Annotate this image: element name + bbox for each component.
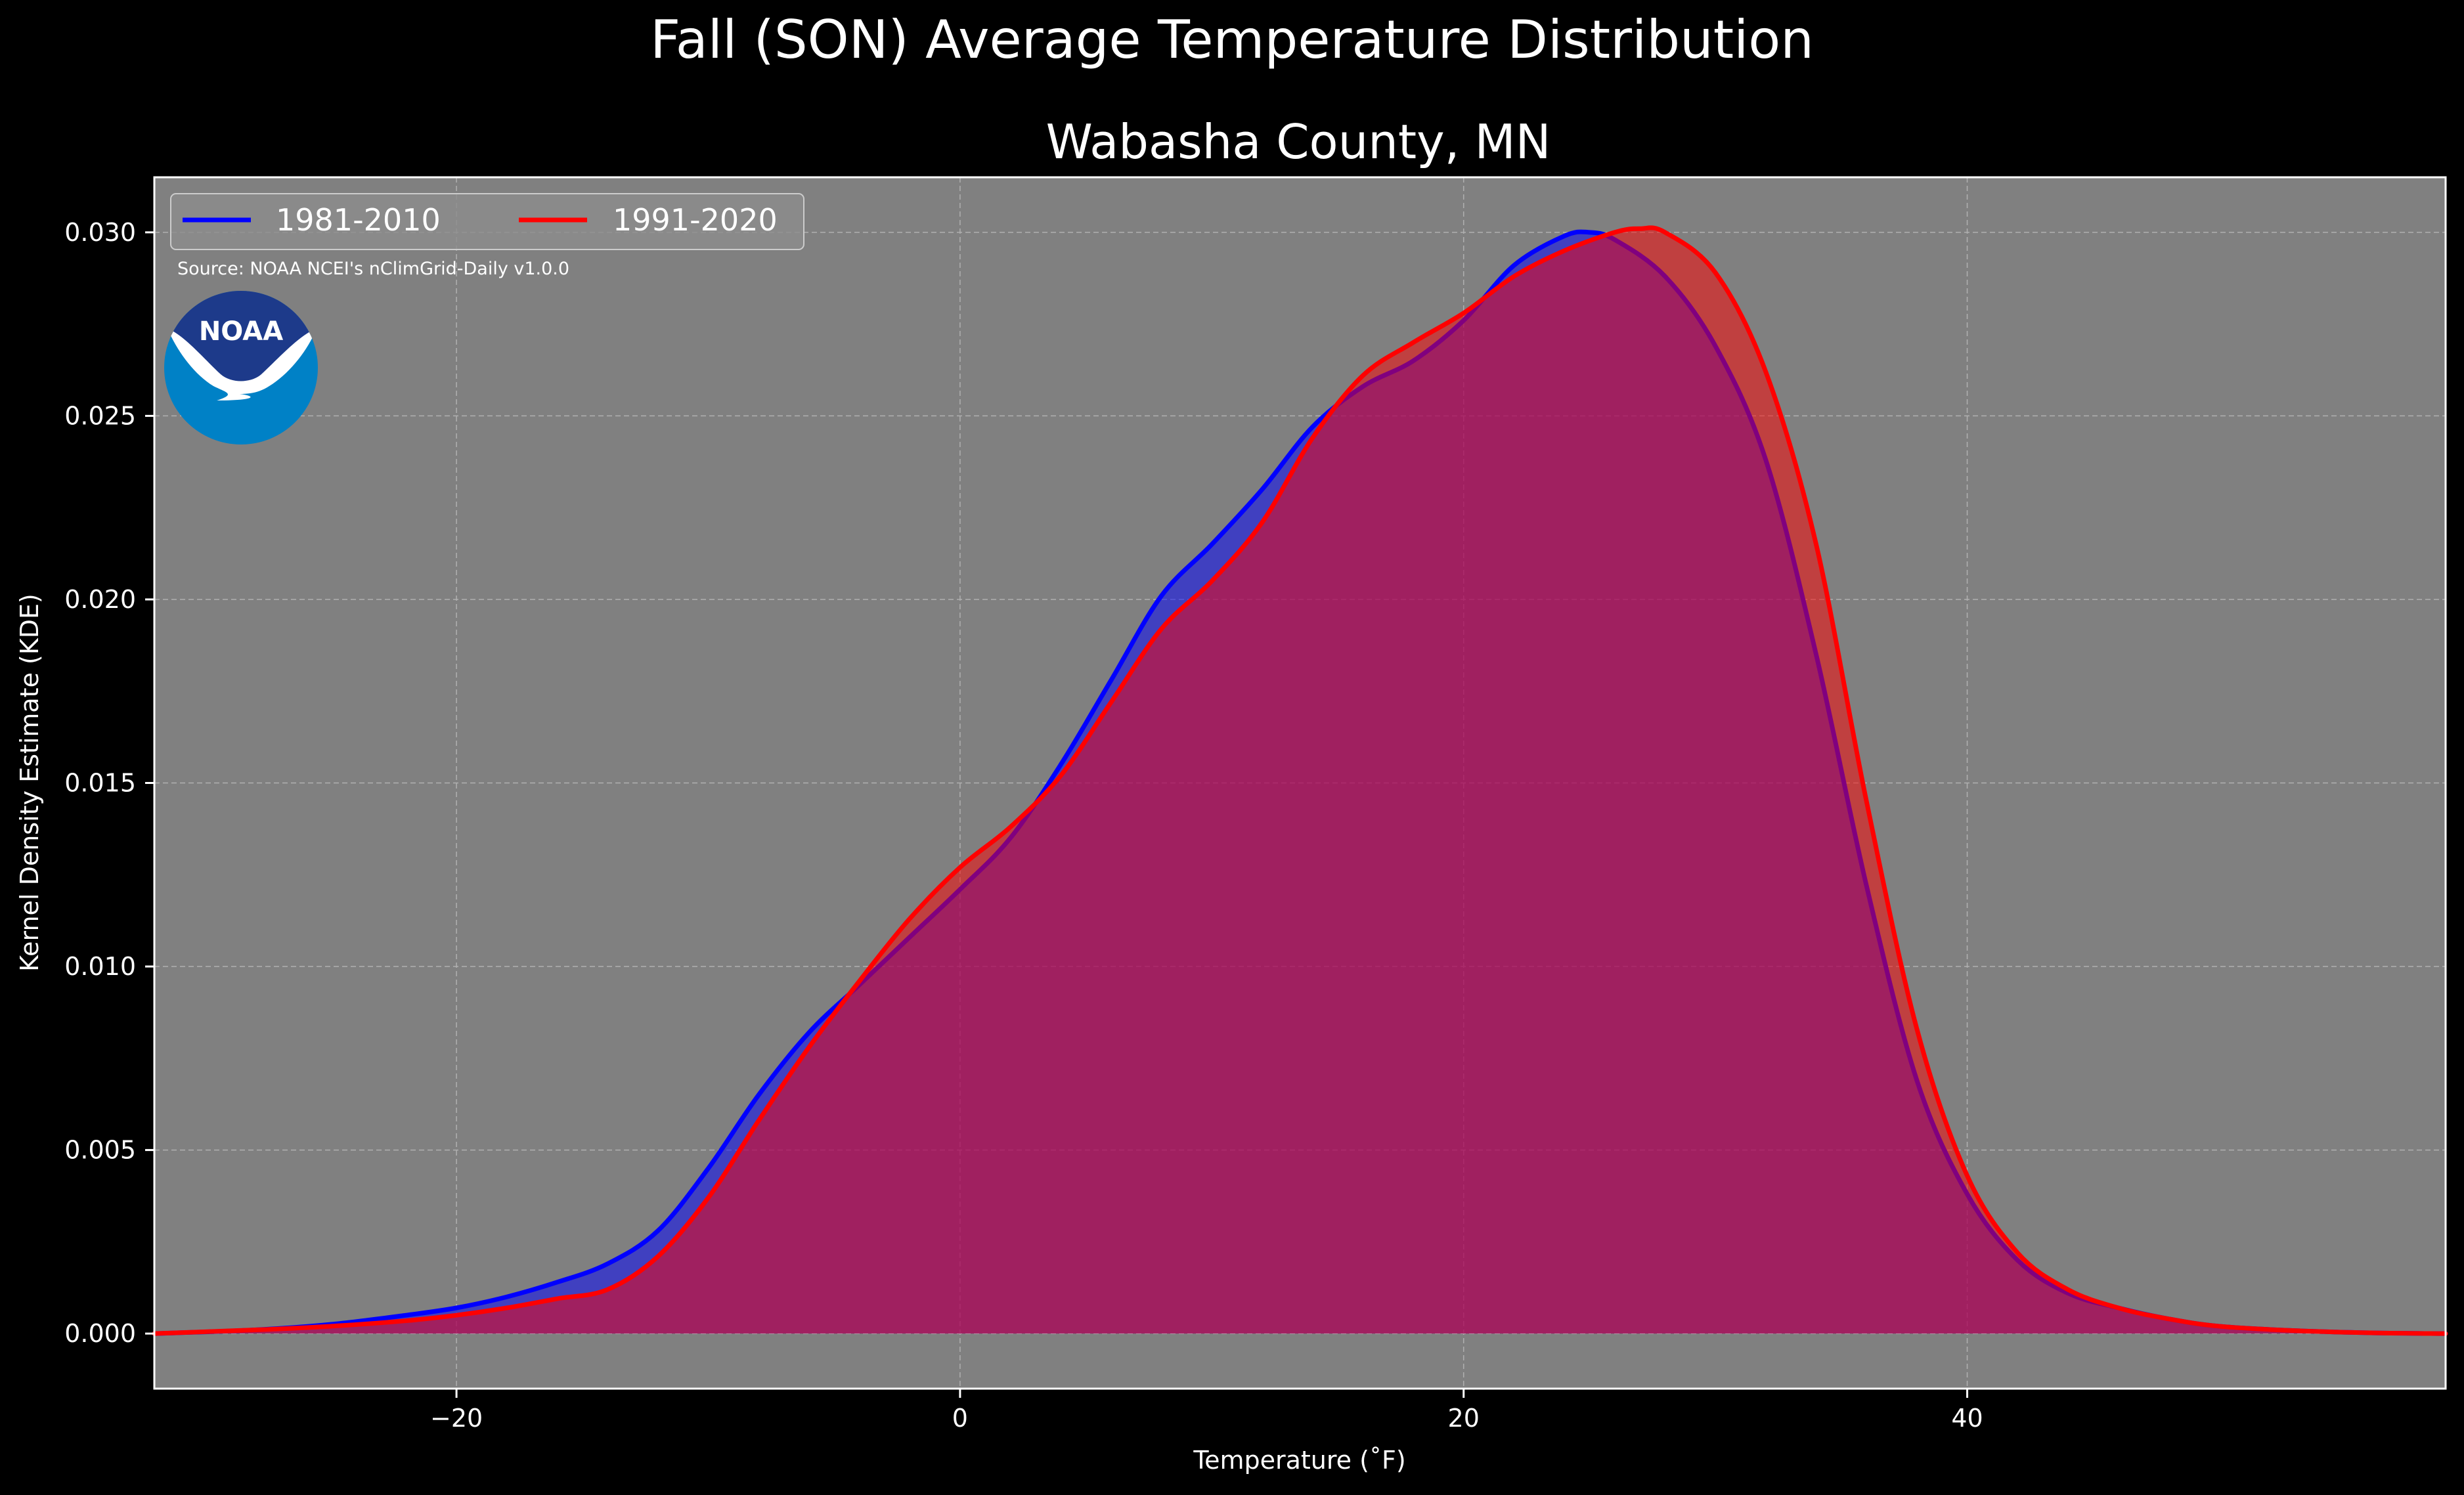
noaa-logo-gull [167,328,317,401]
y-axis-ticks: 0.000 0.005 0.010 0.015 0.020 0.025 0.030 [64,218,154,1348]
figure-suptitle: Fall (SON) Average Temperature Distribut… [650,9,1814,70]
legend: 1981-2010 1991-2020 [170,193,804,250]
y-tick-label: 0.020 [64,585,136,614]
y-tick-label: 0.030 [64,218,136,247]
x-tick-label: 40 [1951,1404,1983,1433]
chart-title: Wabasha County, MN [1046,114,1551,169]
legend-box [170,193,804,250]
noaa-logo-text: NOAA [199,316,283,347]
x-tick-label: 0 [952,1404,968,1433]
x-axis-label: Temperature (˚F) [1193,1446,1405,1475]
series-layer [152,225,2448,1336]
y-tick-label: 0.005 [64,1136,136,1165]
y-axis-label: Kernel Density Estimate (KDE) [15,594,44,972]
x-tick-label: 20 [1448,1404,1480,1433]
source-note: Source: NOAA NCEI's nClimGrid-Daily v1.0… [177,259,569,279]
series-line-1991-2020 [152,225,2448,1336]
legend-label-1991-2020: 1991-2020 [613,202,778,238]
x-tick-label: −20 [430,1404,483,1433]
y-tick-label: 0.000 [64,1319,136,1348]
y-tick-label: 0.015 [64,769,136,798]
series-area-1991-2020 [154,227,2446,1334]
x-axis-ticks: −20 0 20 40 [430,1389,1983,1433]
legend-label-1981-2010: 1981-2010 [276,202,441,238]
y-tick-label: 0.010 [64,952,136,981]
y-tick-label: 0.025 [64,401,136,430]
